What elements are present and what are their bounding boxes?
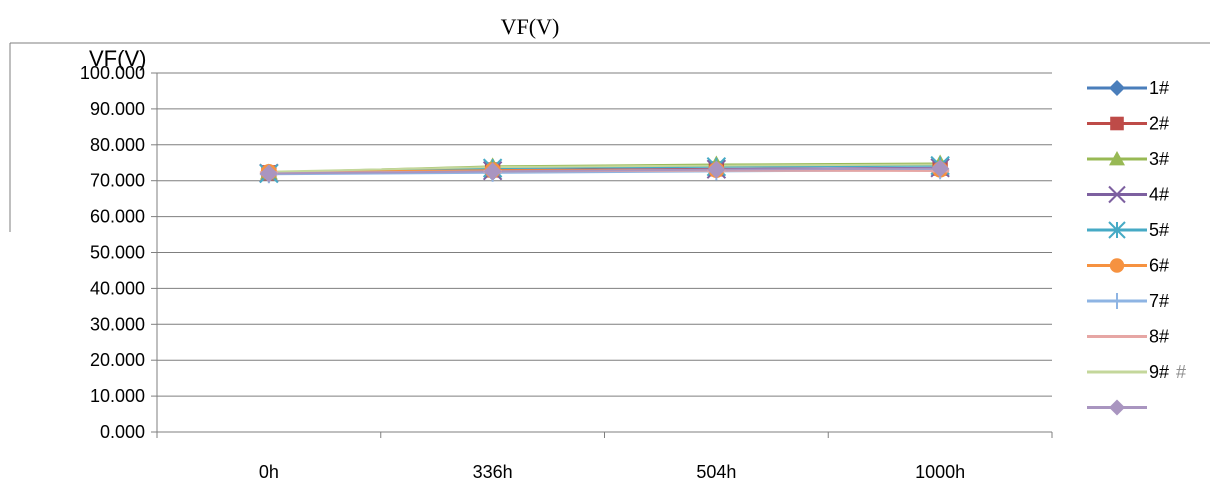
chart-frame <box>9 42 1210 232</box>
y-tick-label: 50.000 <box>90 243 145 263</box>
gridlines <box>157 72 1052 397</box>
legend-label: 6# <box>1149 256 1169 276</box>
legend-marker <box>1108 221 1126 239</box>
legend-entry: 6# <box>1087 256 1169 276</box>
legend-marker <box>1109 293 1125 309</box>
y-tick-label: 80.000 <box>90 135 145 155</box>
legend-label: 8# <box>1149 327 1169 347</box>
y-tick-label: 0.000 <box>100 422 145 442</box>
series-line-10 <box>268 167 941 175</box>
legend-marker <box>1109 80 1125 96</box>
x-tick-label: 336h <box>473 462 513 482</box>
y-tick-label: 40.000 <box>90 278 145 298</box>
y-tick-label: 30.000 <box>90 314 145 334</box>
series-lines <box>268 162 941 176</box>
data-point <box>483 162 502 181</box>
series-line-9 <box>268 163 941 173</box>
x-tick-label: 504h <box>696 462 736 482</box>
x-tick-labels: 0h 336h 504h 1000h <box>259 462 965 482</box>
legend-extra-glyph: # <box>1176 362 1186 382</box>
x-tick-label: 0h <box>259 462 279 482</box>
legend-label: 3# <box>1149 149 1169 169</box>
axes <box>151 72 1053 438</box>
series-markers <box>259 154 950 184</box>
legend-marker <box>1108 185 1126 204</box>
legend-marker <box>1109 258 1125 273</box>
legend-entry: 2# <box>1087 114 1169 134</box>
data-point <box>931 159 950 178</box>
y-tick-label: 20.000 <box>90 350 145 370</box>
legend-marker <box>1110 116 1124 131</box>
y-tick-label: 70.000 <box>90 171 145 191</box>
legend-label: 1# <box>1149 78 1169 98</box>
legend-entry: 7# <box>1087 291 1169 311</box>
legend-label: 7# <box>1149 291 1169 311</box>
legend-label: 2# <box>1149 114 1169 134</box>
y-axis-label: VF(V) <box>89 46 146 71</box>
y-tick-label: 90.000 <box>90 99 145 119</box>
data-point <box>707 160 726 179</box>
y-tick-label: 10.000 <box>90 386 145 406</box>
chart-title: VF(V) <box>501 14 560 39</box>
x-tick-label: 1000h <box>915 462 965 482</box>
y-tick-label: 60.000 <box>90 207 145 227</box>
legend-entry: 1# <box>1087 78 1169 98</box>
legend: 1# 2# 3# 4# 5# 6# 7# 8# 9# # <box>1087 78 1186 416</box>
legend-label: 4# <box>1149 185 1169 205</box>
legend-entry: 9# # <box>1087 362 1186 382</box>
data-point <box>259 164 278 183</box>
legend-entry: 3# <box>1087 149 1169 169</box>
legend-label: 9# <box>1149 362 1169 382</box>
legend-marker <box>1109 151 1125 166</box>
legend-label: 5# <box>1149 220 1169 240</box>
legend-entry <box>1087 399 1147 416</box>
legend-marker <box>1109 399 1125 416</box>
legend-entry: 5# <box>1087 220 1169 240</box>
legend-entry: 4# <box>1087 185 1169 205</box>
y-tick-labels: 0.000 10.000 20.000 30.000 40.000 50.000 60.00… <box>80 63 145 442</box>
y-tick-label: 100.000 <box>80 63 145 83</box>
legend-entry: 8# <box>1087 327 1169 347</box>
